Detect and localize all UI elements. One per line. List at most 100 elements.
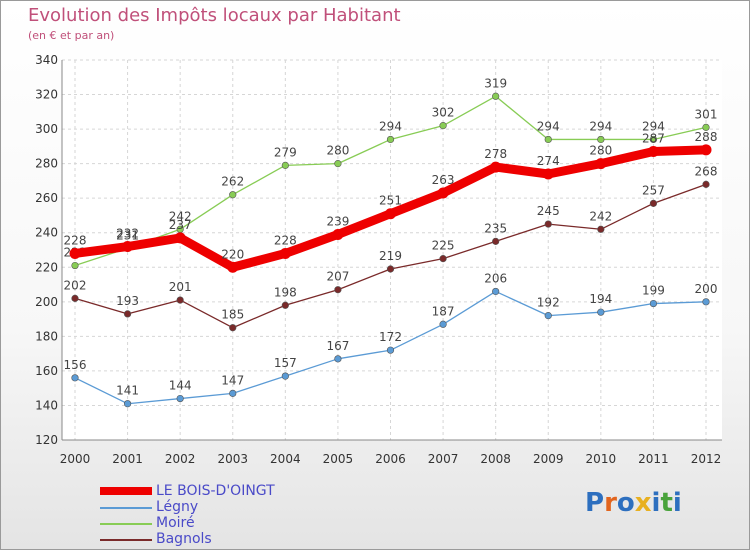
data-label-legny: 144 (169, 379, 192, 393)
y-tick-label: 240 (35, 226, 58, 240)
data-point-le-bois-d-oingt (647, 146, 659, 158)
y-tick-label: 220 (35, 260, 58, 274)
plot-area (62, 60, 722, 440)
data-point-legny (702, 298, 710, 306)
data-label-moire: 294 (642, 119, 665, 133)
data-point-legny (229, 389, 237, 397)
data-label-le-bois-d-oingt: 263 (432, 173, 455, 187)
data-point-le-bois-d-oingt (700, 144, 712, 156)
data-point-legny (544, 312, 552, 320)
chart-title: Evolution des Impôts locaux par Habitant (28, 5, 401, 26)
data-label-moire: 231 (116, 228, 139, 242)
x-tick-label: 2009 (533, 452, 564, 466)
data-point-legny (71, 374, 79, 382)
data-point-le-bois-d-oingt (542, 168, 554, 180)
data-point-bagnols (334, 286, 342, 294)
data-point-bagnols (649, 199, 658, 207)
data-label-bagnols: 257 (642, 183, 665, 197)
data-label-moire: 302 (432, 106, 455, 120)
y-tick-label: 300 (35, 122, 58, 136)
y-tick-label: 340 (35, 53, 58, 67)
data-point-le-bois-d-oingt (595, 158, 607, 170)
x-tick-label: 2008 (480, 452, 511, 466)
x-tick-label: 2006 (375, 452, 406, 466)
x-tick-label: 2004 (270, 452, 301, 466)
data-label-le-bois-d-oingt: 228 (274, 233, 297, 247)
legend-label-legny: Légny (156, 499, 199, 515)
data-point-moire (229, 191, 237, 199)
data-label-moire: 319 (484, 76, 507, 90)
legend-swatch-moire (100, 523, 152, 525)
data-point-moire (334, 160, 342, 168)
data-point-le-bois-d-oingt (437, 187, 449, 199)
data-label-moire: 279 (274, 145, 297, 159)
data-label-le-bois-d-oingt: 288 (695, 130, 718, 144)
data-label-le-bois-d-oingt: 274 (537, 154, 560, 168)
data-label-moire: 301 (695, 107, 718, 121)
data-point-le-bois-d-oingt (385, 208, 396, 220)
data-point-legny (386, 346, 395, 354)
legend-label-moire: Moiré (156, 515, 195, 531)
data-point-moire (71, 261, 79, 270)
legend-label-le-bois-doingt: LE BOIS-D'OINGT (156, 483, 275, 499)
data-label-bagnols: 207 (326, 270, 349, 284)
data-point-legny (123, 400, 132, 408)
x-tick-label: 2010 (586, 452, 617, 466)
data-label-moire: 294 (537, 119, 560, 133)
logo-letter: o (616, 488, 635, 518)
data-label-bagnols: 193 (116, 294, 139, 308)
data-point-legny (597, 308, 605, 316)
data-point-le-bois-d-oingt (490, 161, 502, 173)
data-point-moire (702, 123, 710, 131)
data-point-bagnols (386, 265, 395, 273)
logo-letter: r (604, 488, 617, 518)
logo-letter: t (660, 488, 673, 518)
data-label-legny: 147 (221, 373, 244, 387)
data-point-moire (649, 135, 658, 144)
data-label-bagnols: 242 (589, 209, 612, 223)
x-tick-label: 2012 (691, 452, 722, 466)
data-label-legny: 172 (379, 330, 402, 344)
legend-swatch-le-bois-doingt (100, 487, 152, 495)
data-label-le-bois-d-oingt: 237 (169, 218, 192, 232)
data-label-moire: 280 (326, 144, 349, 158)
data-label-moire: 294 (379, 119, 402, 133)
data-point-le-bois-d-oingt (69, 247, 81, 259)
data-label-legny: 187 (432, 304, 455, 318)
data-point-legny (281, 372, 289, 380)
data-point-bagnols (123, 310, 132, 318)
data-label-le-bois-d-oingt: 220 (221, 247, 244, 261)
data-label-legny: 192 (537, 296, 560, 310)
data-point-le-bois-d-oingt (227, 261, 239, 273)
data-point-legny (492, 287, 500, 296)
data-point-moire (439, 122, 447, 130)
data-point-bagnols (702, 180, 710, 188)
x-tick-label: 2000 (60, 452, 91, 466)
data-label-le-bois-d-oingt: 280 (589, 144, 612, 158)
data-label-bagnols: 202 (64, 278, 87, 292)
data-label-moire: 262 (221, 175, 244, 189)
data-point-legny (176, 394, 184, 403)
data-label-legny: 206 (484, 271, 507, 285)
data-point-bagnols (439, 255, 447, 263)
data-point-le-bois-d-oingt (122, 241, 134, 253)
data-label-bagnols: 245 (537, 204, 560, 218)
data-point-le-bois-d-oingt (174, 232, 186, 244)
logo-letter: x (634, 488, 652, 518)
data-label-legny: 200 (695, 282, 718, 296)
logo-letter: i (672, 488, 682, 518)
data-label-legny: 156 (64, 358, 87, 372)
data-point-bagnols (281, 301, 289, 309)
data-label-legny: 199 (642, 284, 665, 298)
data-label-legny: 167 (326, 339, 349, 353)
data-label-legny: 141 (116, 384, 139, 398)
y-tick-label: 200 (35, 295, 58, 309)
data-label-bagnols: 185 (221, 308, 244, 322)
data-point-bagnols (597, 225, 605, 233)
data-point-legny (649, 299, 658, 308)
data-label-le-bois-d-oingt: 251 (379, 194, 402, 208)
data-point-bagnols (492, 237, 500, 245)
proxiti-logo: Proxiti (585, 488, 682, 518)
data-point-moire (544, 135, 552, 144)
y-tick-label: 260 (35, 191, 58, 205)
